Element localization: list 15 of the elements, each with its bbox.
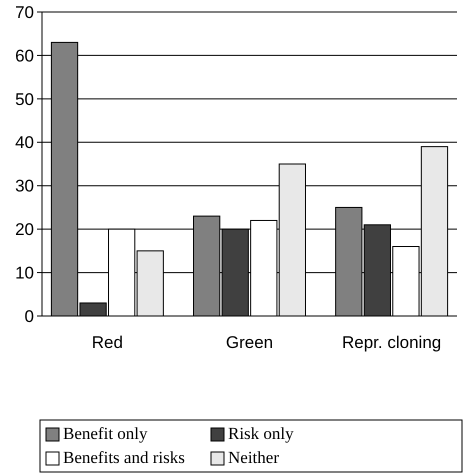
legend-label: Neither bbox=[228, 448, 280, 467]
y-tick-label: 30 bbox=[15, 176, 34, 196]
x-tick-label: Green bbox=[226, 333, 274, 352]
legend-label: Benefits and risks bbox=[63, 448, 185, 467]
x-tick-label: Red bbox=[92, 333, 123, 352]
y-tick-label: 20 bbox=[15, 220, 34, 240]
legend-label: Benefit only bbox=[63, 424, 148, 443]
y-tick-label: 0 bbox=[24, 306, 34, 326]
y-tick-label: 70 bbox=[15, 2, 34, 22]
y-tick-label: 40 bbox=[15, 133, 34, 152]
y-tick-label: 50 bbox=[15, 90, 34, 109]
legend-label: Risk only bbox=[228, 424, 294, 443]
x-tick-label: Repr. cloning bbox=[342, 333, 442, 352]
y-tick-label: 10 bbox=[15, 264, 34, 283]
y-tick-label: 60 bbox=[15, 46, 34, 66]
